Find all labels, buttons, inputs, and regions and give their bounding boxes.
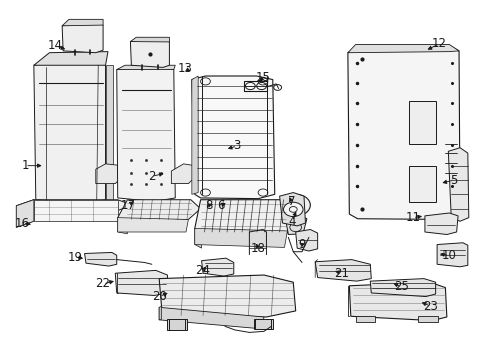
- Polygon shape: [117, 67, 175, 202]
- Circle shape: [283, 202, 303, 217]
- Bar: [355, 316, 374, 321]
- Text: 21: 21: [334, 267, 349, 280]
- Text: 13: 13: [177, 62, 192, 75]
- Text: 5: 5: [449, 174, 457, 186]
- Circle shape: [281, 194, 310, 216]
- Text: 18: 18: [250, 242, 265, 255]
- Polygon shape: [194, 200, 293, 234]
- Polygon shape: [285, 216, 306, 234]
- Polygon shape: [159, 307, 264, 329]
- Polygon shape: [16, 200, 34, 227]
- Polygon shape: [130, 37, 169, 42]
- Bar: [408, 101, 435, 144]
- Polygon shape: [105, 65, 113, 200]
- Polygon shape: [118, 218, 127, 234]
- Polygon shape: [34, 51, 108, 65]
- Polygon shape: [295, 229, 317, 251]
- Polygon shape: [424, 213, 457, 234]
- Text: 8: 8: [205, 199, 213, 212]
- Polygon shape: [369, 279, 435, 297]
- Text: 9: 9: [298, 238, 305, 251]
- Text: 2: 2: [148, 170, 155, 183]
- Polygon shape: [96, 164, 122, 184]
- Polygon shape: [84, 252, 117, 266]
- Text: 11: 11: [405, 211, 419, 224]
- Polygon shape: [159, 275, 295, 317]
- Polygon shape: [115, 270, 167, 296]
- Polygon shape: [118, 200, 200, 221]
- Polygon shape: [117, 65, 175, 69]
- Polygon shape: [315, 260, 370, 281]
- Text: 19: 19: [67, 251, 82, 264]
- Polygon shape: [348, 282, 446, 320]
- Text: 22: 22: [95, 278, 110, 291]
- Polygon shape: [34, 56, 105, 203]
- Text: 25: 25: [393, 280, 408, 293]
- Text: 6: 6: [217, 199, 224, 212]
- Polygon shape: [159, 306, 161, 320]
- Polygon shape: [279, 193, 305, 226]
- Polygon shape: [191, 76, 274, 199]
- Text: 3: 3: [233, 139, 241, 152]
- Polygon shape: [171, 164, 195, 184]
- Bar: [417, 316, 437, 321]
- Polygon shape: [16, 200, 132, 211]
- Polygon shape: [194, 228, 287, 247]
- Polygon shape: [191, 76, 198, 194]
- Polygon shape: [347, 44, 458, 53]
- Text: 10: 10: [441, 249, 456, 262]
- Text: 1: 1: [21, 159, 29, 172]
- Text: 17: 17: [121, 199, 136, 212]
- Polygon shape: [34, 200, 118, 221]
- Polygon shape: [436, 243, 467, 267]
- Text: 15: 15: [255, 71, 270, 84]
- Polygon shape: [201, 258, 233, 276]
- Text: 12: 12: [431, 37, 446, 50]
- Polygon shape: [347, 45, 459, 220]
- Polygon shape: [194, 228, 201, 248]
- Text: 14: 14: [48, 39, 62, 52]
- Text: 23: 23: [423, 300, 437, 313]
- Text: 24: 24: [195, 264, 210, 277]
- Bar: [408, 166, 435, 202]
- Polygon shape: [62, 19, 103, 26]
- Polygon shape: [16, 200, 34, 227]
- Polygon shape: [62, 22, 103, 53]
- Text: 20: 20: [151, 290, 166, 303]
- Bar: [167, 319, 186, 330]
- Bar: [254, 319, 272, 329]
- Text: 16: 16: [15, 216, 30, 230]
- Polygon shape: [130, 39, 169, 67]
- Polygon shape: [447, 148, 468, 221]
- Polygon shape: [118, 218, 188, 232]
- Text: 4: 4: [288, 215, 295, 228]
- Text: 7: 7: [287, 195, 294, 208]
